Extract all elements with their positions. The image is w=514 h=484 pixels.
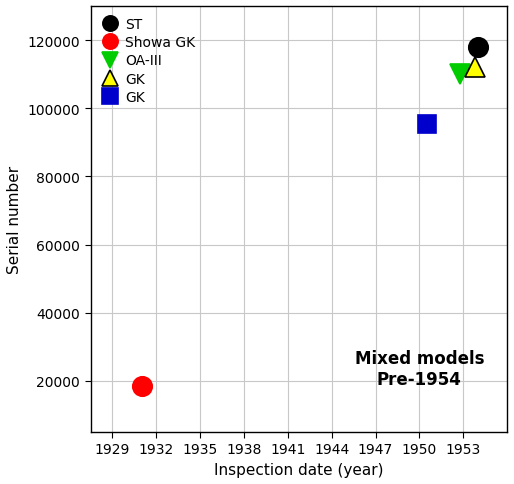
- Text: Mixed models
Pre-1954: Mixed models Pre-1954: [355, 349, 484, 388]
- Legend: ST, Showa GK, OA-III, GK, GK: ST, Showa GK, OA-III, GK, GK: [98, 14, 199, 109]
- Y-axis label: Serial number: Serial number: [7, 166, 22, 273]
- X-axis label: Inspection date (year): Inspection date (year): [214, 462, 383, 477]
